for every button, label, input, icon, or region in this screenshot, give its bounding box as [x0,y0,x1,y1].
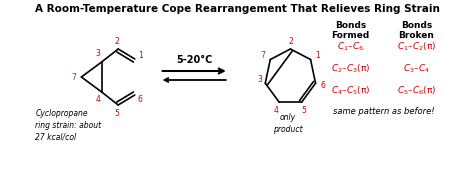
Text: 3: 3 [257,75,262,84]
Text: Bonds
Broken: Bonds Broken [399,21,435,40]
Text: $C_2$–$C_3$(π): $C_2$–$C_3$(π) [331,63,370,75]
Text: 3: 3 [96,50,100,59]
Text: $C_3$–$C_4$: $C_3$–$C_4$ [403,63,430,75]
Text: 1: 1 [138,50,143,60]
Text: 7: 7 [72,73,76,81]
Text: $C_1$–$C_6$: $C_1$–$C_6$ [337,41,364,53]
Text: 4: 4 [274,106,279,115]
Text: 6: 6 [138,94,143,104]
Text: same pattern as before!: same pattern as before! [333,106,434,115]
Text: Cyclopropane
ring strain: about
27 kcal/col: Cyclopropane ring strain: about 27 kcal/… [36,109,101,142]
Text: 7: 7 [260,51,265,60]
Text: Bonds
Formed: Bonds Formed [331,21,369,40]
Text: 6: 6 [320,81,325,90]
Text: $C_5$–$C_6$(π): $C_5$–$C_6$(π) [397,85,436,97]
Text: 4: 4 [96,95,100,105]
Text: 5: 5 [301,106,306,115]
Text: 2: 2 [115,36,119,46]
Text: $C_4$–$C_5$(π): $C_4$–$C_5$(π) [331,85,370,97]
Text: 1: 1 [316,51,320,60]
Text: only
product: only product [273,113,302,134]
Text: $C_1$–$C_2$(π): $C_1$–$C_2$(π) [397,41,436,53]
Text: 5-20°C: 5-20°C [176,55,212,65]
Text: A Room-Temperature Cope Rearrangement That Relieves Ring Strain: A Room-Temperature Cope Rearrangement Th… [35,4,439,14]
Text: 2: 2 [289,36,294,46]
Text: 5: 5 [115,108,120,118]
